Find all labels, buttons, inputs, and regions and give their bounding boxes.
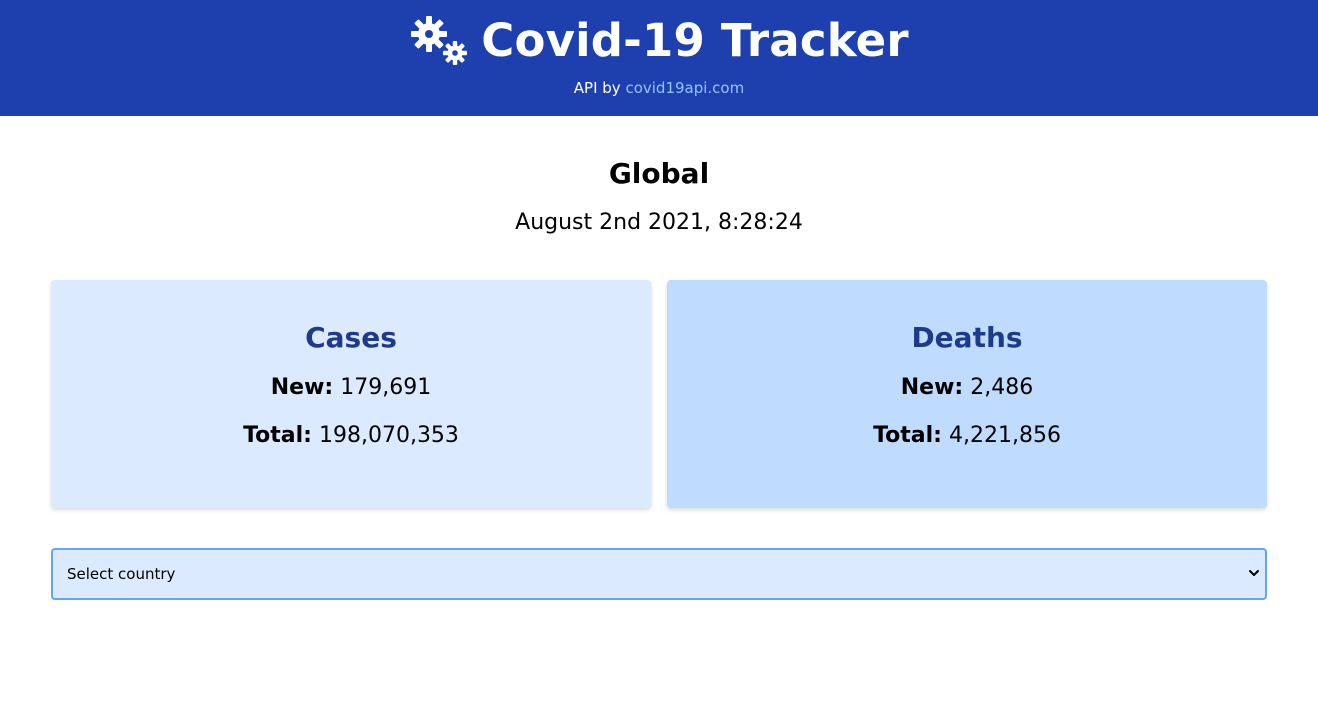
country-select[interactable]: Select country [51, 548, 1267, 600]
cases-total-row: Total: 198,070,353 [51, 420, 651, 452]
app-title: Covid-19 Tracker [481, 14, 909, 67]
deaths-card-title: Deaths [911, 321, 1023, 354]
deaths-new-label: New: [900, 375, 964, 400]
deaths-new-value: 2,486 [970, 375, 1034, 400]
deaths-card: Deaths New: 2,486 Total: 4,221,856 [667, 280, 1267, 508]
cases-new-label: New: [270, 375, 334, 400]
cases-total-value: 198,070,353 [318, 423, 459, 448]
cases-card: Cases New: 179,691 Total: 198,070,353 [51, 280, 651, 508]
brand: Covid-19 Tracker [0, 12, 1318, 70]
cases-new-value: 179,691 [340, 375, 432, 400]
api-credit: API by covid19api.com [0, 78, 1318, 98]
credit-prefix: API by [573, 79, 621, 97]
deaths-new-row: New: 2,486 [667, 372, 1267, 404]
virus-gears-icon [411, 16, 468, 65]
cases-new-row: New: 179,691 [51, 372, 651, 404]
deaths-total-label: Total: [873, 423, 942, 448]
last-updated-timestamp: August 2nd 2021, 8:28:24 [515, 210, 803, 235]
app-header: Covid-19 Tracker API by covid19api.com [0, 0, 1318, 116]
cases-total-label: Total: [243, 423, 312, 448]
scope-title: Global [608, 157, 710, 190]
cases-card-title: Cases [305, 321, 397, 354]
deaths-total-row: Total: 4,221,856 [667, 420, 1267, 452]
deaths-total-value: 4,221,856 [948, 423, 1061, 448]
api-credit-link[interactable]: covid19api.com [625, 79, 745, 97]
